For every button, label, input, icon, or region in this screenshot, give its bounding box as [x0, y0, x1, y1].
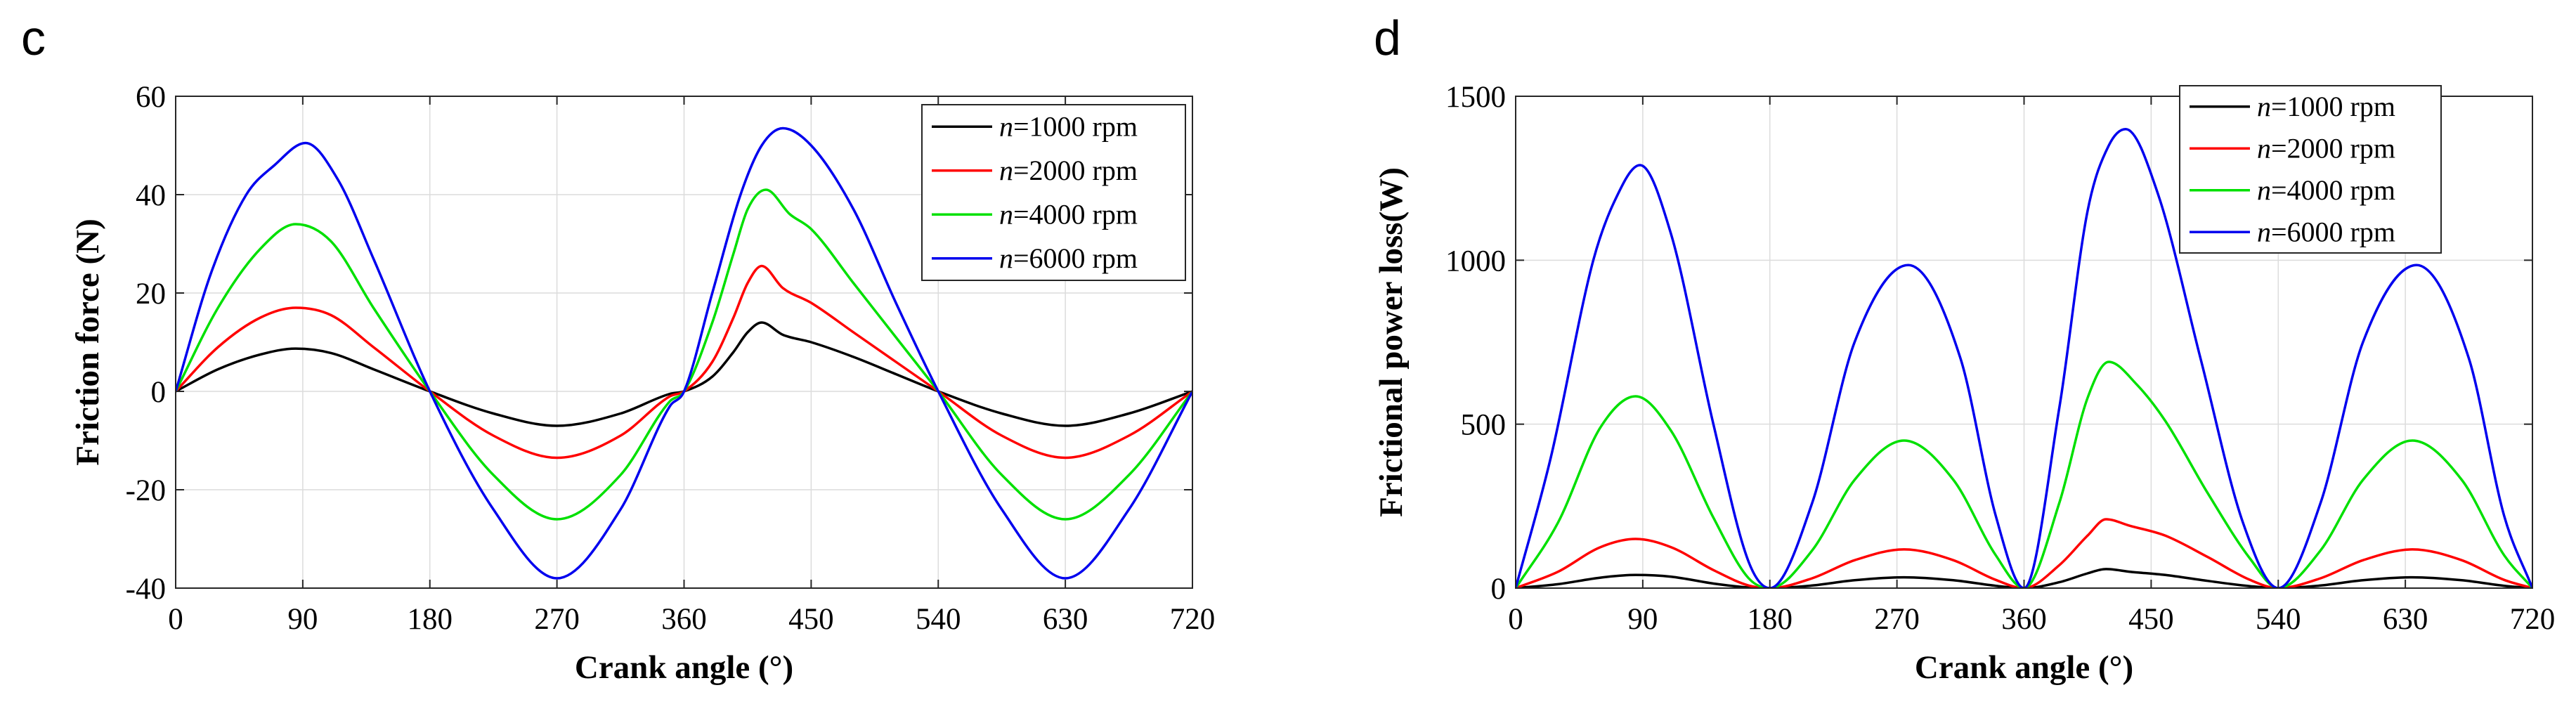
- series-group-d: [1516, 127, 2532, 588]
- xtick-label-c-630: 630: [1043, 603, 1088, 636]
- legend-label-c-6000rpm: n=6000 rpm: [999, 242, 1138, 274]
- xtick-label-d-360: 360: [2001, 603, 2047, 636]
- series-line-c-4000rpm: [176, 188, 1192, 521]
- xtick-label-c-0: 0: [168, 603, 183, 636]
- series-line-c-6000rpm: [176, 126, 1192, 580]
- xtick-label-d-720: 720: [2510, 603, 2556, 636]
- x-axis-title-c: Crank angle (°): [575, 649, 793, 686]
- x-axis-title-d: Crank angle (°): [1915, 649, 2133, 686]
- series-line-c-2000rpm: [176, 264, 1192, 460]
- legend-d: n=1000 rpm n=2000 rpm n=4000 rpm n=6000 rpm: [2179, 85, 2442, 254]
- legend-label-c-2000rpm: n=2000 rpm: [999, 155, 1138, 186]
- xtick-label-c-360: 360: [661, 603, 707, 636]
- xtick-label-c-540: 540: [916, 603, 961, 636]
- ytick-label-c--40: -40: [126, 573, 166, 606]
- ytick-label-d-1000: 1000: [1445, 245, 1506, 278]
- xtick-label-d-90: 90: [1627, 603, 1658, 636]
- xtick-label-d-0: 0: [1508, 603, 1523, 636]
- plot-friction-force: 0 90 180 270 360 450 540 630 720 -40 -20 0 20 40 60 Cra…: [70, 81, 1215, 686]
- xtick-label-c-270: 270: [534, 603, 580, 636]
- xtick-label-c-720: 720: [1170, 603, 1216, 636]
- xtick-label-d-540: 540: [2256, 603, 2301, 636]
- panel-label-d: d: [1374, 11, 1401, 65]
- ytick-label-c-20: 20: [136, 278, 166, 311]
- legend-c: n=1000 rpm n=2000 rpm n=4000 rpm n=6000 rpm: [921, 104, 1186, 281]
- legend-label-d-1000rpm: n=1000 rpm: [2257, 91, 2395, 122]
- ytick-label-d-500: 500: [1461, 409, 1507, 442]
- series-line-c-1000rpm: [176, 321, 1192, 427]
- legend-label-d-2000rpm: n=2000 rpm: [2257, 132, 2395, 164]
- ytick-label-d-0: 0: [1491, 573, 1507, 606]
- series-line-d-1000rpm: [1516, 568, 2532, 588]
- y-axis-title-d: Frictional power loss(W): [1373, 167, 1410, 517]
- ytick-label-c-0: 0: [151, 376, 167, 409]
- ytick-label-d-1500: 1500: [1445, 81, 1506, 114]
- xtick-label-d-270: 270: [1874, 603, 1920, 636]
- panel-label-c: c: [21, 11, 46, 65]
- ytick-label-c-40: 40: [136, 179, 166, 212]
- legend-box-d: [2179, 85, 2442, 254]
- ytick-label-c--20: -20: [126, 474, 166, 507]
- legend-label-c-1000rpm: n=1000 rpm: [999, 110, 1138, 142]
- legend-label-c-4000rpm: n=4000 rpm: [999, 198, 1138, 230]
- xtick-label-d-450: 450: [2128, 603, 2174, 636]
- xtick-label-c-90: 90: [287, 603, 318, 636]
- xtick-label-d-630: 630: [2383, 603, 2428, 636]
- series-line-d-6000rpm: [1516, 127, 2532, 588]
- series-group-c: [176, 126, 1192, 580]
- xtick-label-d-180: 180: [1748, 603, 1793, 636]
- ytick-label-c-60: 60: [136, 81, 166, 114]
- xtick-label-c-180: 180: [408, 603, 453, 636]
- legend-box-c: [921, 104, 1186, 281]
- y-axis-title-c: Friction force (N): [70, 219, 106, 465]
- xtick-label-c-450: 450: [788, 603, 834, 636]
- legend-label-d-4000rpm: n=4000 rpm: [2257, 174, 2395, 206]
- plot-frictional-power-loss: 0 90 180 270 360 450 540 630 720 0 500 1000 1500 Cran…: [1373, 81, 2555, 686]
- legend-label-d-6000rpm: n=6000 rpm: [2257, 216, 2395, 247]
- series-line-d-4000rpm: [1516, 360, 2532, 588]
- series-line-d-2000rpm: [1516, 518, 2532, 588]
